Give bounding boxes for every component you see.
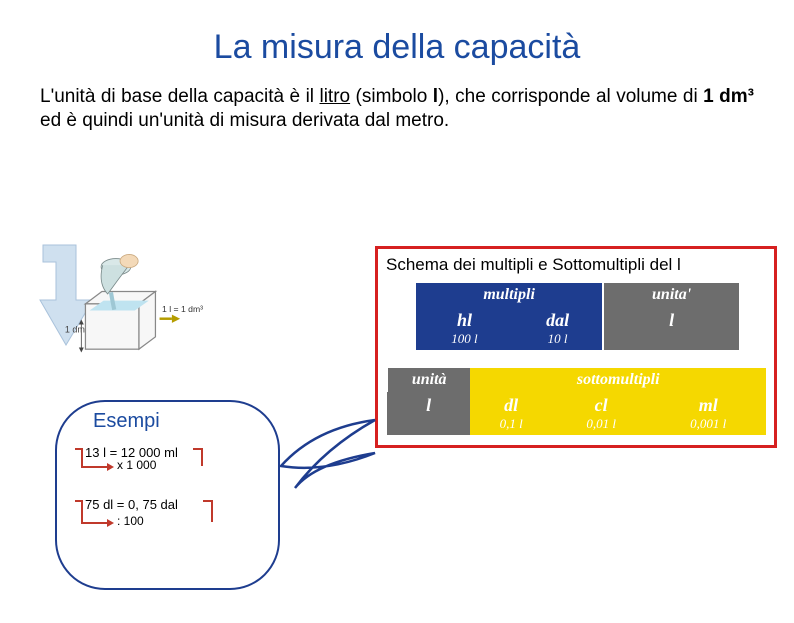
hdr-multipli: multipli [416, 283, 603, 307]
cell-dal: dal 10 l [513, 307, 603, 350]
cell-l-bottom: l [387, 392, 470, 435]
cell-dl: dl 0,1 l [470, 392, 552, 435]
hdr-unita: unita' [603, 283, 739, 307]
cell-cl: cl 0,01 l [552, 392, 651, 435]
illustration-litre-cube: 1 dm 1 l = 1 dm³ [40, 238, 205, 378]
intro-paragraph: L'unità di base della capacità è il litr… [40, 85, 754, 133]
schema-box: Schema dei multipli e Sottomultipli del … [375, 246, 777, 448]
caption-left: 1 dm [65, 325, 85, 335]
examples-title: Esempi [93, 410, 266, 433]
caption-right: 1 l = 1 dm³ [162, 304, 203, 314]
example-1-sub: x 1 000 [117, 458, 156, 472]
multiples-table: multipli unita' hl 100 l dal 10 l l [416, 283, 739, 350]
cell-hl: hl 100 l [416, 307, 513, 350]
hdr-sottomultipli: sottomultipli [470, 368, 766, 392]
page-title: La misura della capacità [0, 28, 794, 67]
hdr-unita2: unità [387, 368, 470, 392]
example-2: 75 dl = 0, 75 dal [85, 497, 178, 512]
examples-bubble: Esempi 13 l = 12 000 ml x 1 000 75 dl = … [55, 400, 280, 590]
speech-tail [275, 418, 385, 518]
cell-l-top: l [603, 307, 739, 350]
cell-ml: ml 0,001 l [650, 392, 766, 435]
schema-title: Schema dei multipli e Sottomultipli del … [386, 255, 766, 275]
example-2-sub: : 100 [117, 514, 144, 528]
submultiples-table: unità sottomultipli l dl 0,1 l cl 0,01 l… [386, 368, 766, 435]
